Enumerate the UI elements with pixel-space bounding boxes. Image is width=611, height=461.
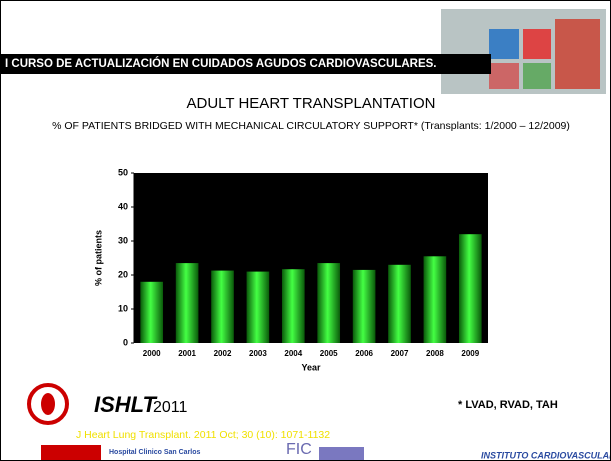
y-tick-label: 0 bbox=[123, 337, 128, 347]
org-name: ISHLT bbox=[94, 392, 157, 417]
x-tick-label: 2009 bbox=[461, 349, 479, 358]
bar bbox=[211, 271, 234, 343]
header-image bbox=[441, 9, 606, 94]
header-text: I CURSO DE ACTUALIZACIÓN EN CUIDADOS AGU… bbox=[5, 57, 436, 70]
bar bbox=[388, 265, 411, 343]
hospital-name: Hospital Clinico San Carlos bbox=[109, 449, 201, 456]
bar bbox=[459, 234, 482, 343]
footnote: * LVAD, RVAD, TAH bbox=[458, 399, 558, 411]
y-tick-label: 40 bbox=[118, 201, 128, 211]
x-tick-label: 2007 bbox=[391, 349, 409, 358]
x-tick-label: 2008 bbox=[426, 349, 444, 358]
chart: 0 10 20 30 40 50 2000 2001 2002 2003 2004 2005 2006 2… bbox=[93, 167, 488, 372]
x-axis-label: Year bbox=[301, 362, 321, 372]
bar bbox=[247, 272, 270, 343]
hospital-logo bbox=[41, 445, 101, 460]
slide-canvas: I CURSO DE ACTUALIZACIÓN EN CUIDADOS AGU… bbox=[1, 1, 610, 460]
y-tick-label: 30 bbox=[118, 235, 128, 245]
x-tick-label: 2003 bbox=[249, 349, 267, 358]
bar bbox=[317, 263, 340, 343]
chart-subtitle: % OF PATIENTS BRIDGED WITH MECHANICAL CI… bbox=[21, 119, 601, 133]
bar bbox=[176, 263, 199, 343]
chart-title: ADULT HEART TRANSPLANTATION bbox=[187, 95, 436, 112]
bar bbox=[353, 270, 376, 343]
subtitle-box: % OF PATIENTS BRIDGED WITH MECHANICAL CI… bbox=[21, 119, 601, 159]
citation: J Heart Lung Transplant. 2011 Oct; 30 (1… bbox=[76, 429, 330, 441]
fic-logo: FIC bbox=[286, 441, 312, 458]
ishlt-logo-heart bbox=[41, 393, 55, 415]
fic-band bbox=[319, 447, 364, 460]
slide: I CURSO DE ACTUALIZACIÓN EN CUIDADOS AGU… bbox=[0, 0, 611, 461]
institute-name: INSTITUTO CARDIOVASCULAR bbox=[481, 450, 610, 460]
x-tick-label: 2002 bbox=[214, 349, 232, 358]
y-tick-label: 10 bbox=[118, 303, 128, 313]
y-tick-label: 20 bbox=[118, 269, 128, 279]
x-tick-label: 2004 bbox=[284, 349, 302, 358]
y-axis-label: % of patients bbox=[93, 230, 103, 286]
bar bbox=[282, 269, 305, 343]
x-tick-label: 2005 bbox=[320, 349, 338, 358]
bar bbox=[424, 256, 447, 343]
x-tick-label: 2001 bbox=[178, 349, 196, 358]
x-tick-label: 2006 bbox=[355, 349, 373, 358]
y-tick-label: 50 bbox=[118, 167, 128, 177]
org-year: 2011 bbox=[153, 399, 188, 416]
bar bbox=[140, 282, 163, 343]
x-tick-label: 2000 bbox=[143, 349, 161, 358]
